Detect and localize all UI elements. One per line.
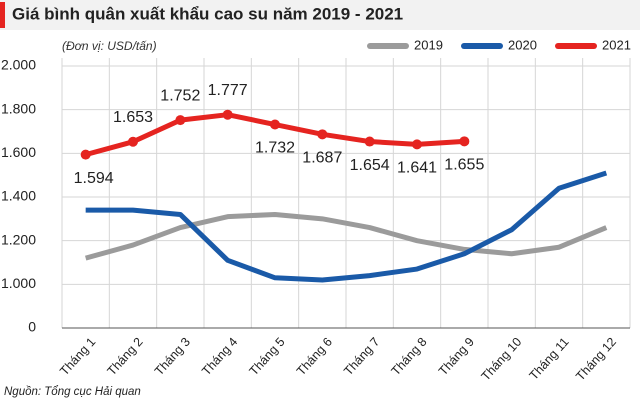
x-tick-label: Tháng 12 (573, 335, 619, 384)
point (175, 115, 186, 126)
x-tick-label: Tháng 8 (389, 335, 430, 378)
y-tick-label: 2.000 (1, 57, 36, 73)
value-label: 1.732 (255, 140, 295, 157)
x-tick-label: Tháng 9 (436, 335, 477, 378)
x-tick-label: Tháng 6 (294, 335, 335, 378)
title-bar (0, 0, 640, 30)
y-tick-label: 1.000 (1, 275, 36, 291)
source: Nguồn: Tổng cục Hải quan (4, 386, 141, 398)
x-tick-label: Tháng 4 (199, 335, 240, 378)
y-tick-label: 0 (28, 319, 36, 335)
x-tick-label: Tháng 11 (527, 335, 572, 383)
chart-title: Giá bình quân xuất khẩu cao su năm 2019 … (12, 4, 403, 23)
value-label: 1.687 (302, 150, 342, 167)
y-tick-label: 1.400 (1, 188, 36, 204)
value-label: 1.641 (397, 160, 437, 177)
point (128, 136, 138, 147)
x-tick-label: Tháng 7 (341, 335, 382, 378)
line (84, 211, 608, 261)
x-tick-label: Tháng 3 (152, 335, 193, 378)
point (270, 119, 280, 130)
point (412, 139, 422, 150)
x-tick-label: Tháng 5 (247, 335, 288, 378)
subtitle: (Đơn vị: USD/tấn) (62, 39, 157, 53)
y-tick-label: 1.800 (1, 100, 36, 116)
y-tick-label: 1.200 (1, 231, 36, 247)
legend-label: 2021 (602, 37, 631, 52)
value-label: 1.654 (350, 157, 390, 174)
value-label: 1.777 (208, 82, 248, 99)
x-tick-label: Tháng 2 (105, 335, 146, 378)
value-label: 1.653 (113, 109, 153, 126)
point (317, 129, 328, 140)
point (222, 109, 233, 120)
x-tick-label: Tháng 1 (57, 335, 98, 378)
legend-label: 2020 (508, 37, 537, 52)
legend-label: 2019 (414, 37, 443, 52)
x-tick-label: Tháng 10 (479, 335, 525, 384)
line (85, 170, 608, 283)
value-label: 1.752 (160, 87, 200, 104)
title-accent (0, 2, 5, 28)
point (364, 136, 375, 147)
value-label: 1.594 (74, 170, 114, 187)
point (459, 136, 470, 147)
value-label: 1.655 (444, 157, 484, 174)
y-tick-label: 1.600 (1, 144, 36, 160)
point (80, 149, 91, 160)
